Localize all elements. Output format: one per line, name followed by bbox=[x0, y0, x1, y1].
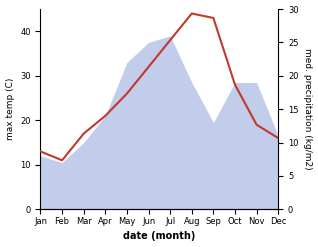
Y-axis label: max temp (C): max temp (C) bbox=[5, 78, 15, 140]
Y-axis label: med. precipitation (kg/m2): med. precipitation (kg/m2) bbox=[303, 48, 313, 170]
X-axis label: date (month): date (month) bbox=[123, 231, 196, 242]
